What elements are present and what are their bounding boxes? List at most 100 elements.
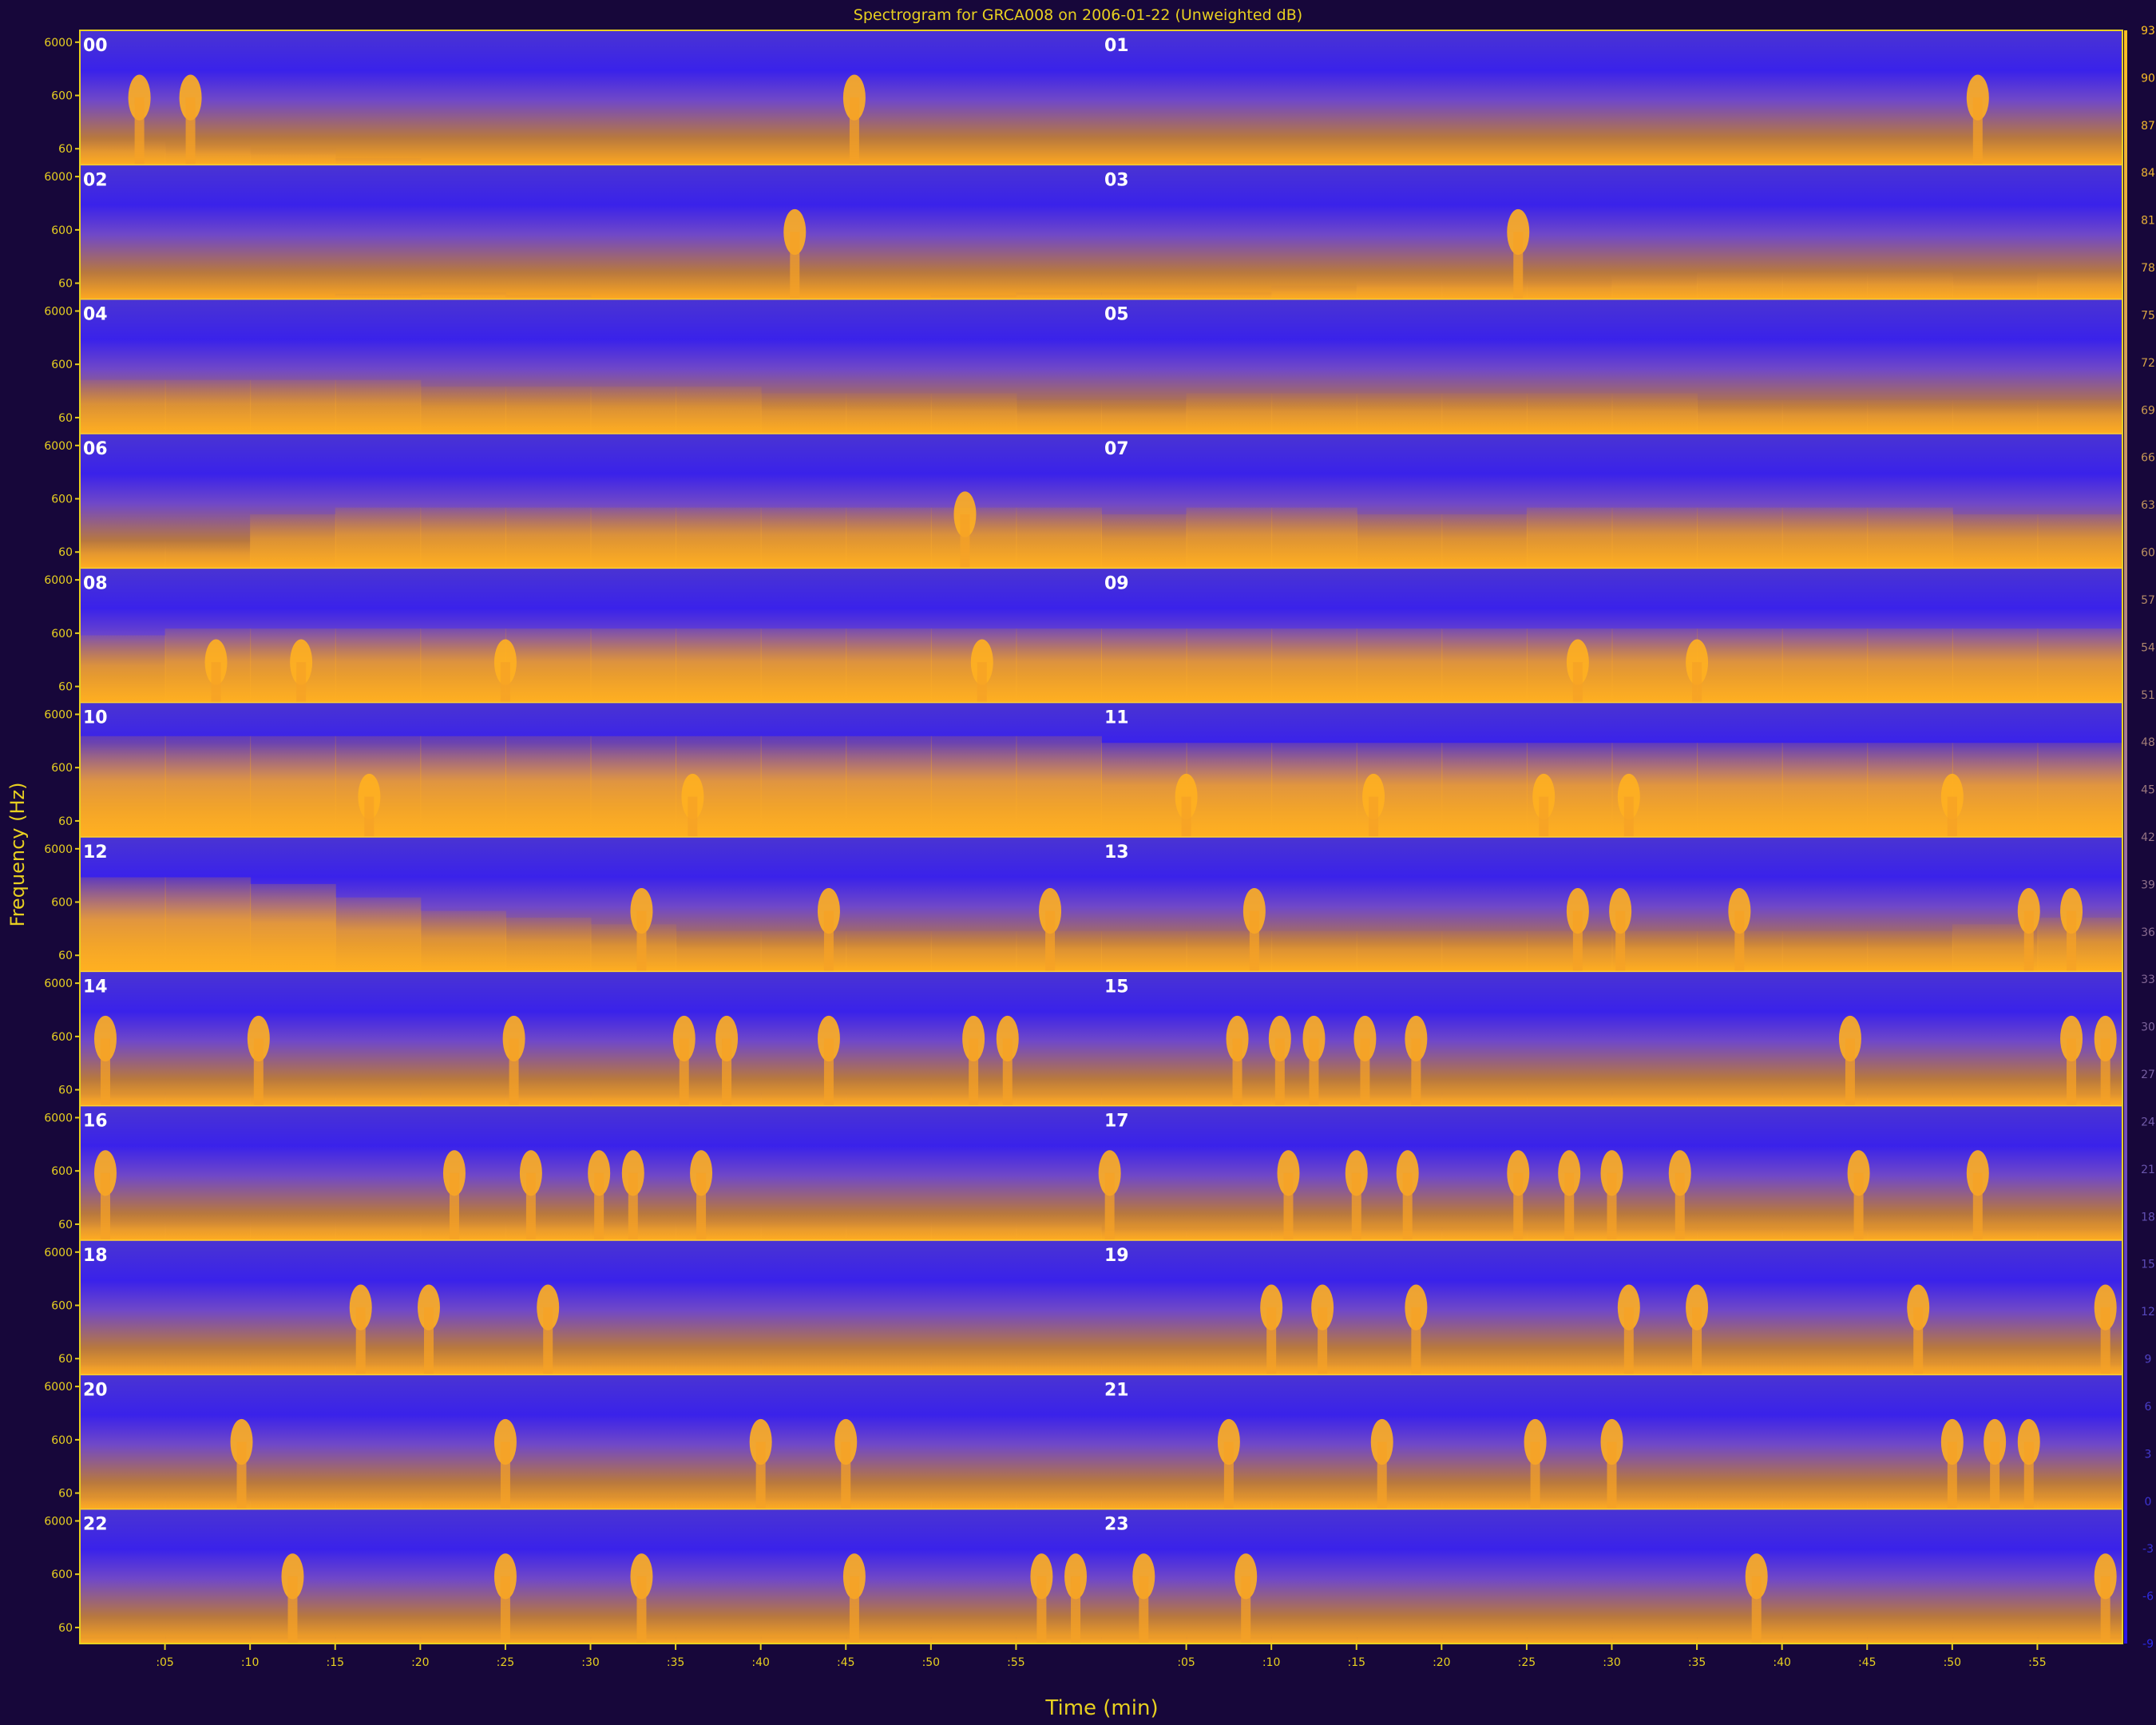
sound-event-tail — [841, 1441, 851, 1509]
activity-segment — [1441, 1227, 1528, 1240]
activity-segment — [1356, 393, 1443, 434]
sound-event — [1039, 887, 1062, 934]
freq-tick-label: 60 — [58, 278, 73, 291]
color-scale-label: 39 — [2141, 878, 2155, 891]
sound-event-tail — [823, 910, 834, 972]
hour-label: 20 — [83, 1380, 108, 1400]
sound-event-tail — [185, 97, 196, 165]
sound-event — [1558, 1150, 1581, 1196]
activity-segment — [1611, 393, 1698, 434]
freq-tick-label: 6000 — [44, 171, 73, 184]
activity-segment — [1867, 1636, 1953, 1644]
time-tick-label: :10 — [1262, 1656, 1281, 1669]
freq-tick-label: 6000 — [44, 574, 73, 587]
sound-event-tail — [1623, 1307, 1634, 1375]
spectrogram-band-18-19: 18 19 — [80, 1240, 2123, 1375]
sound-event-tail — [1283, 1172, 1294, 1240]
hour-label: 11 — [1104, 708, 1129, 728]
activity-segment — [1101, 629, 1187, 703]
time-tick-label: :30 — [581, 1656, 600, 1669]
freq-tick-label: 600 — [51, 897, 73, 910]
sound-event — [1966, 74, 1989, 121]
sound-event — [1566, 887, 1589, 934]
activity-segment — [1526, 393, 1613, 434]
sound-event-tail — [1539, 796, 1549, 837]
time-tick-label: :20 — [411, 1656, 430, 1669]
color-scale-label: 51 — [2141, 689, 2155, 702]
activity-segment — [846, 930, 932, 972]
spectrogram-band-20-21: 20 21 — [80, 1374, 2123, 1509]
activity-segment — [420, 910, 506, 972]
sound-event-tail — [1530, 1441, 1540, 1509]
activity-segment — [1611, 1636, 1698, 1644]
activity-segment — [420, 1495, 506, 1509]
sound-event-tail — [722, 1038, 732, 1106]
activity-segment — [420, 292, 506, 299]
color-scale-label: 69 — [2141, 404, 2155, 417]
activity-segment — [1186, 393, 1273, 434]
freq-tick-label: 60 — [58, 681, 73, 694]
activity-segment — [1271, 393, 1357, 434]
activity-segment — [1101, 292, 1187, 299]
activity-segment — [760, 507, 847, 569]
sound-event-tail — [1002, 1038, 1013, 1106]
activity-segment — [420, 387, 506, 434]
activity-segment — [760, 629, 847, 703]
sound-event-tail — [1411, 1307, 1421, 1375]
activity-segment — [590, 1636, 677, 1644]
activity-segment — [2037, 1092, 2123, 1106]
activity-segment — [2037, 629, 2123, 703]
activity-segment — [590, 629, 677, 703]
activity-segment — [335, 1495, 422, 1509]
activity-segment — [420, 736, 506, 837]
activity-segment — [250, 149, 336, 165]
activity-segment — [1611, 507, 1698, 569]
activity-segment — [2037, 743, 2123, 837]
sound-event — [1907, 1284, 1930, 1330]
activity-segment — [1441, 1092, 1528, 1106]
sound-event — [2094, 1284, 2117, 1330]
color-scale-label: 9 — [2145, 1354, 2152, 1366]
sound-event — [442, 1150, 466, 1196]
activity-segment — [1781, 1227, 1869, 1240]
sound-event-tail — [1615, 910, 1626, 972]
sound-event — [1311, 1284, 1334, 1330]
hour-label: 15 — [1104, 977, 1129, 997]
activity-segment — [1867, 507, 1953, 569]
time-tick-label: :10 — [241, 1656, 260, 1669]
activity-segment — [590, 924, 677, 972]
activity-segment — [590, 736, 677, 837]
sound-event — [1242, 887, 1266, 934]
activity-segment — [1356, 629, 1443, 703]
activity-segment — [250, 883, 336, 972]
activity-segment — [760, 1495, 847, 1509]
activity-segment — [1441, 279, 1528, 299]
sound-event-tail — [100, 1172, 110, 1240]
activity-segment — [1526, 1636, 1613, 1644]
activity-segment — [335, 507, 422, 569]
activity-segment — [1271, 507, 1357, 569]
sound-event — [630, 1553, 653, 1600]
activity-segment — [1271, 743, 1357, 837]
activity-segment — [590, 387, 677, 434]
color-scale-label: 75 — [2141, 309, 2155, 322]
activity-segment — [335, 293, 422, 299]
activity-segment — [1016, 1495, 1102, 1509]
band-background — [80, 1240, 2122, 1375]
color-scale-label: 27 — [2141, 1069, 2155, 1081]
activity-segment — [676, 1636, 762, 1644]
activity-segment — [1186, 507, 1273, 569]
activity-segment — [164, 1495, 252, 1509]
activity-segment — [760, 930, 847, 972]
spectrogram-band-14-15: 14 15 — [80, 971, 2123, 1106]
color-scale-bar — [2124, 30, 2127, 1644]
band-background — [80, 30, 2122, 165]
activity-segment — [335, 1219, 422, 1240]
activity-segment — [1186, 1092, 1273, 1106]
color-scale-label: 3 — [2145, 1448, 2152, 1461]
hour-label: 01 — [1104, 36, 1129, 56]
activity-segment — [846, 1219, 932, 1240]
sound-event-tail — [1972, 97, 1983, 165]
activity-segment — [1867, 1092, 1953, 1106]
color-scale-label: 87 — [2141, 120, 2155, 133]
